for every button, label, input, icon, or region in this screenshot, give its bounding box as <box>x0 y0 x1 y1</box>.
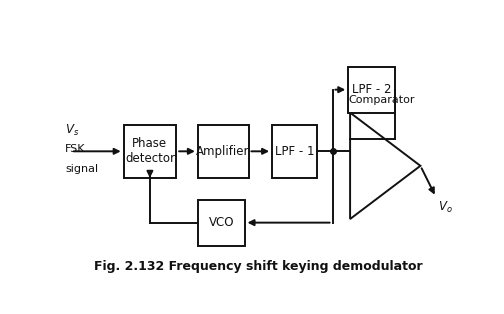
Text: Fig. 2.132 Frequency shift keying demodulator: Fig. 2.132 Frequency shift keying demodu… <box>94 260 423 273</box>
Text: VCO: VCO <box>209 216 234 229</box>
Text: Comparator: Comparator <box>348 95 415 106</box>
Text: Phase
detector: Phase detector <box>125 137 175 165</box>
Polygon shape <box>350 113 420 219</box>
FancyBboxPatch shape <box>123 125 176 178</box>
Text: $V_o$: $V_o$ <box>438 200 453 215</box>
Text: $V_s$: $V_s$ <box>65 123 79 138</box>
FancyBboxPatch shape <box>198 200 244 246</box>
Text: signal: signal <box>65 165 98 175</box>
FancyBboxPatch shape <box>348 67 395 113</box>
Text: Amplifier: Amplifier <box>197 145 250 158</box>
Text: FSK: FSK <box>65 144 86 154</box>
FancyBboxPatch shape <box>198 125 248 178</box>
Text: LPF - 2: LPF - 2 <box>352 83 391 96</box>
Text: LPF - 1: LPF - 1 <box>275 145 314 158</box>
FancyBboxPatch shape <box>272 125 317 178</box>
